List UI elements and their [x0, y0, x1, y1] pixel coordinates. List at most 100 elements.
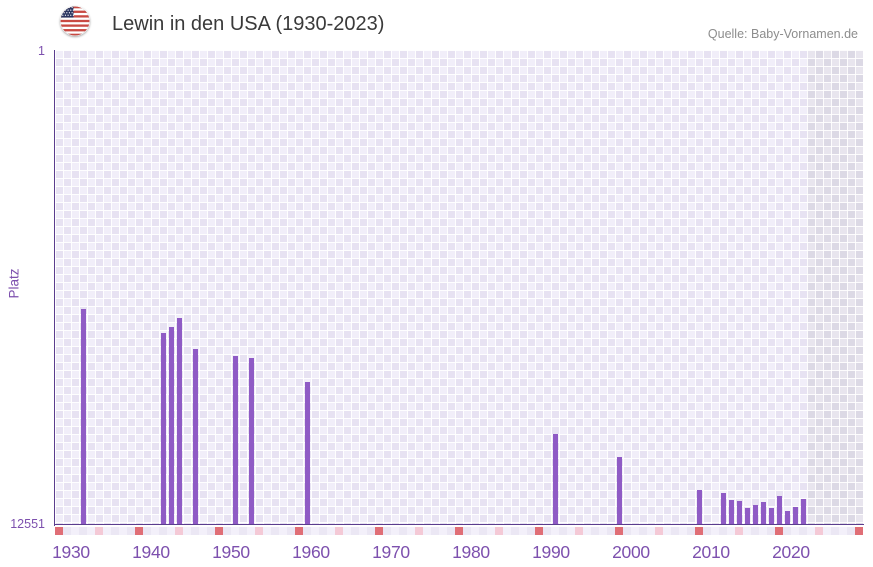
year-cell — [447, 526, 455, 535]
year-cell — [639, 526, 647, 535]
year-cell — [351, 526, 359, 535]
year-cell — [239, 526, 247, 535]
year-cell — [663, 526, 671, 535]
bar-1959 — [304, 381, 311, 524]
year-cell — [391, 526, 399, 535]
year-cell — [151, 526, 159, 535]
x-tick-1950: 1950 — [212, 542, 250, 562]
year-cell — [303, 526, 311, 535]
half-decade-marker-pink — [95, 526, 103, 535]
half-decade-marker-pink — [175, 526, 183, 535]
year-cell — [207, 526, 215, 535]
plot-area — [55, 50, 863, 524]
year-cell — [103, 526, 111, 535]
decade-marker-red — [775, 526, 783, 535]
year-cell — [287, 526, 295, 535]
x-tick-2020: 2020 — [772, 542, 810, 562]
bar-1945 — [192, 348, 199, 524]
bar-2020 — [792, 507, 799, 524]
year-cell — [599, 526, 607, 535]
year-cell — [671, 526, 679, 535]
bar-2011 — [720, 493, 727, 524]
year-cell — [247, 526, 255, 535]
chart-title: Lewin in den USA (1930-2023) — [112, 13, 385, 35]
us-flag-icon — [60, 6, 90, 36]
x-tick-1980: 1980 — [452, 542, 490, 562]
x-tick-1930: 1930 — [52, 542, 90, 562]
x-tick-1970: 1970 — [372, 542, 410, 562]
year-cell — [71, 526, 79, 535]
year-cell — [807, 526, 815, 535]
bar-2019 — [784, 511, 791, 524]
x-tick-1990: 1990 — [532, 542, 570, 562]
year-cell — [551, 526, 559, 535]
year-cell — [767, 526, 775, 535]
year-cell — [543, 526, 551, 535]
x-axis-line — [53, 523, 864, 526]
year-cell — [839, 526, 847, 535]
year-cell — [527, 526, 535, 535]
year-cell — [167, 526, 175, 535]
year-cell — [751, 526, 759, 535]
year-cell — [831, 526, 839, 535]
source-credit: Quelle: Baby-Vornamen.de — [707, 27, 858, 41]
y-tick-top: 1 — [38, 43, 45, 58]
year-cell — [623, 526, 631, 535]
bar-2012 — [728, 500, 735, 524]
year-marker-strip — [55, 526, 863, 535]
year-cell — [311, 526, 319, 535]
year-cell — [271, 526, 279, 535]
year-cell — [559, 526, 567, 535]
year-cell — [631, 526, 639, 535]
us-flag-svg — [60, 6, 90, 36]
year-cell — [111, 526, 119, 535]
year-cell — [583, 526, 591, 535]
year-cell — [223, 526, 231, 535]
bar-2016 — [760, 501, 767, 524]
half-decade-marker-pink — [335, 526, 343, 535]
year-cell — [367, 526, 375, 535]
half-decade-marker-pink — [815, 526, 823, 535]
year-cell — [87, 526, 95, 535]
year-cell — [471, 526, 479, 535]
year-cell — [279, 526, 287, 535]
half-decade-marker-pink — [655, 526, 663, 535]
half-decade-marker-pink — [495, 526, 503, 535]
decade-marker-red — [375, 526, 383, 535]
bar-2015 — [752, 505, 759, 524]
year-cell — [183, 526, 191, 535]
bar-2008 — [696, 490, 703, 524]
bar-1942 — [168, 326, 175, 524]
year-cell — [263, 526, 271, 535]
decade-marker-red — [855, 526, 863, 535]
y-axis-title: Platz — [6, 268, 22, 299]
year-cell — [463, 526, 471, 535]
bar-2018 — [776, 495, 783, 524]
year-cell — [759, 526, 767, 535]
x-tick-1940: 1940 — [132, 542, 170, 562]
year-cell — [343, 526, 351, 535]
decade-marker-red — [455, 526, 463, 535]
half-decade-marker-pink — [415, 526, 423, 535]
year-cell — [119, 526, 127, 535]
year-cell — [511, 526, 519, 535]
year-cell — [743, 526, 751, 535]
year-cell — [383, 526, 391, 535]
bar-1950 — [232, 356, 239, 524]
year-cell — [439, 526, 447, 535]
decade-marker-red — [615, 526, 623, 535]
x-tick-1960: 1960 — [292, 542, 330, 562]
year-cell — [711, 526, 719, 535]
decade-marker-red — [295, 526, 303, 535]
year-cell — [487, 526, 495, 535]
year-cell — [199, 526, 207, 535]
year-cell — [727, 526, 735, 535]
bar-1943 — [176, 317, 183, 524]
decade-marker-red — [55, 526, 63, 535]
half-decade-marker-pink — [735, 526, 743, 535]
decade-marker-red — [695, 526, 703, 535]
half-decade-marker-pink — [255, 526, 263, 535]
year-cell — [591, 526, 599, 535]
year-cell — [823, 526, 831, 535]
